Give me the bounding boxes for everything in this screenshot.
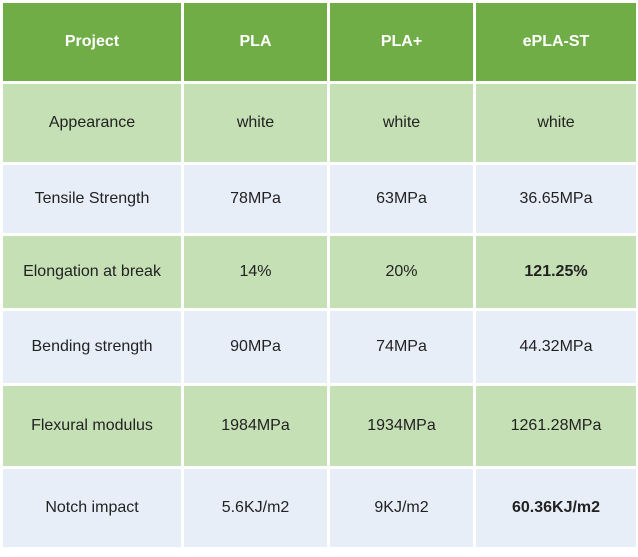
cell-pla: 14% (184, 236, 327, 308)
cell-epla-st: 60.36KJ/m2 (476, 469, 636, 547)
header-pla-plus: PLA+ (330, 3, 473, 81)
cell-pla: 5.6KJ/m2 (184, 469, 327, 547)
cell-epla-st: white (476, 84, 636, 162)
cell-pla-plus: 63MPa (330, 165, 473, 233)
cell-pla: 90MPa (184, 311, 327, 383)
cell-epla-st: 121.25% (476, 236, 636, 308)
header-epla-st: ePLA-ST (476, 3, 636, 81)
cell-epla-st: 44.32MPa (476, 311, 636, 383)
table-row-notch-impact: Notch impact 5.6KJ/m2 9KJ/m2 60.36KJ/m2 (3, 469, 636, 547)
row-label: Flexural modulus (3, 386, 181, 466)
cell-pla-plus: 20% (330, 236, 473, 308)
table-row-appearance: Appearance white white white (3, 84, 636, 162)
row-label: Appearance (3, 84, 181, 162)
table-row-flexural-modulus: Flexural modulus 1984MPa 1934MPa 1261.28… (3, 386, 636, 466)
row-label: Elongation at break (3, 236, 181, 308)
cell-pla-plus: 1934MPa (330, 386, 473, 466)
table-row-bending-strength: Bending strength 90MPa 74MPa 44.32MPa (3, 311, 636, 383)
table-row-tensile-strength: Tensile Strength 78MPa 63MPa 36.65MPa (3, 165, 636, 233)
cell-epla-st: 36.65MPa (476, 165, 636, 233)
row-label: Tensile Strength (3, 165, 181, 233)
cell-pla: white (184, 84, 327, 162)
cell-pla-plus: white (330, 84, 473, 162)
header-pla: PLA (184, 3, 327, 81)
cell-pla-plus: 74MPa (330, 311, 473, 383)
table-header-row: Project PLA PLA+ ePLA-ST (3, 3, 636, 81)
cell-pla: 78MPa (184, 165, 327, 233)
comparison-table-container: Project PLA PLA+ ePLA-ST Appearance whit… (3, 3, 636, 553)
row-label: Bending strength (3, 311, 181, 383)
cell-pla-plus: 9KJ/m2 (330, 469, 473, 547)
cell-epla-st: 1261.28MPa (476, 386, 636, 466)
table-row-elongation: Elongation at break 14% 20% 121.25% (3, 236, 636, 308)
cell-pla: 1984MPa (184, 386, 327, 466)
header-project: Project (3, 3, 181, 81)
row-label: Notch impact (3, 469, 181, 547)
